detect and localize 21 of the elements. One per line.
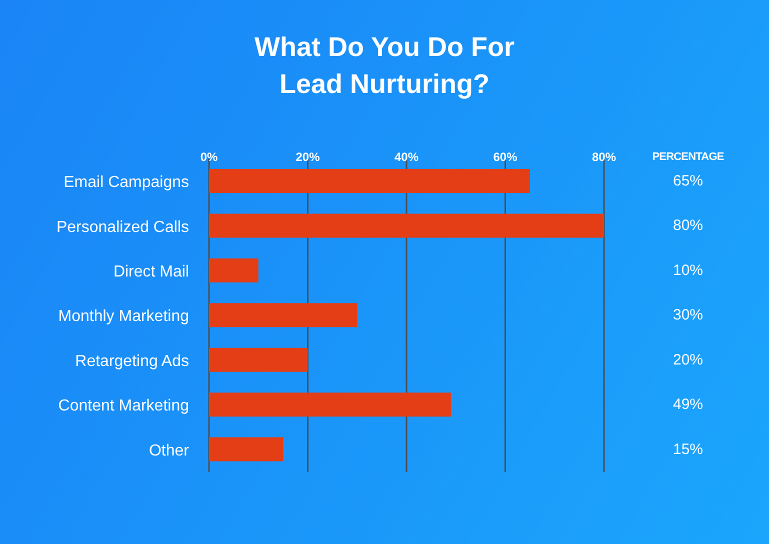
data-label: 10%	[672, 262, 704, 279]
data-label: 80%	[672, 217, 704, 234]
text: PERCENTAGE	[651, 150, 725, 164]
y-tick-label: Other	[148, 442, 190, 460]
x-tick-label: 40%	[394, 150, 419, 164]
data-label: 49%	[672, 396, 704, 414]
data-label: 65%	[672, 172, 704, 190]
y-tick-label: Email Campaigns	[64, 174, 189, 192]
data-label: 30%	[672, 306, 704, 324]
x-tick-label: 60%	[493, 150, 518, 164]
x-tick-label: 80%	[592, 150, 616, 164]
y-tick-label: Content Marketing	[58, 398, 189, 415]
x-tick-label: 0%	[200, 150, 218, 164]
y-tick-label: Direct Mail	[113, 263, 189, 280]
y-tick-label: Monthly Marketing	[58, 308, 189, 326]
x-tick-label: 20%	[296, 150, 320, 164]
chart-title: What Do You Do For Lead Nurturing?	[254, 31, 516, 101]
y-tick-label: Personalized Calls	[56, 218, 189, 236]
y-tick-label: Retargeting Ads	[75, 352, 189, 370]
data-label: 20%	[672, 351, 704, 368]
data-label: 15%	[672, 440, 704, 458]
